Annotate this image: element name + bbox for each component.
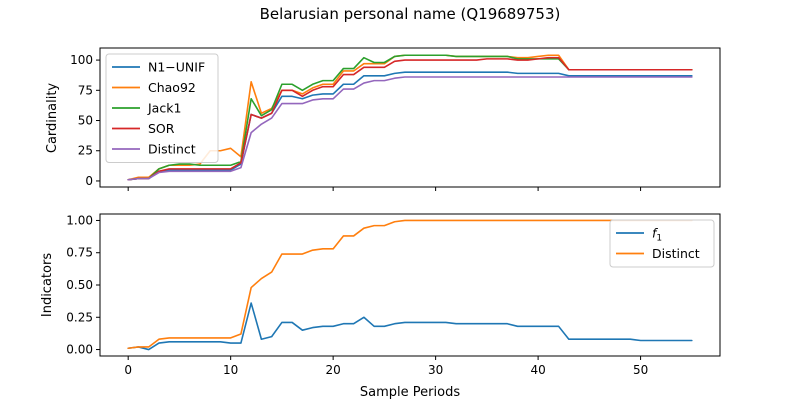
legend-label: Distinct [148,142,196,157]
y-tick-label: 50 [78,114,93,128]
x-axis-label: Sample Periods [360,385,460,400]
x-tick-label: 10 [223,363,238,377]
top-series-group [127,54,693,181]
top-legend: N1−UNIF Chao92 Jack1 SOR Distinct [105,53,219,163]
bottom-series-group [127,219,693,351]
y-tick-label: 0.50 [66,278,93,292]
series-line-distinct [127,219,693,350]
legend-label: Chao92 [148,80,196,95]
chart-title: Belarusian personal name (Q19689753) [260,5,561,23]
bottom-panel: 0.00 0.25 0.50 0.75 1.00 0 10 20 30 40 50 Indicat… [40,213,721,377]
legend-box [609,219,715,268]
series-line-distinct [127,76,693,181]
top-y-ticks: 0 25 50 75 100 [70,53,100,188]
legend-label: SOR [148,121,175,136]
legend-box [105,53,219,163]
top-x-ticks [127,187,642,191]
y-tick-label: 25 [78,144,93,158]
legend-label: N1−UNIF [148,60,205,75]
y-tick-label: 1.00 [66,213,93,227]
x-tick-label: 50 [633,363,648,377]
x-tick-label: 30 [428,363,443,377]
bottom-y-axis-label: Indicators [40,253,55,317]
x-tick-label: 0 [124,363,132,377]
y-tick-label: 0.00 [66,343,93,357]
y-tick-label: 0 [85,174,93,188]
bottom-x-ticks: 0 10 20 30 40 50 [124,356,648,377]
y-tick-label: 75 [78,83,93,97]
bottom-y-ticks: 0.00 0.25 0.50 0.75 1.00 [66,213,100,357]
top-plot-frame [99,47,721,188]
legend-label: Jack1 [147,101,181,116]
x-tick-label: 40 [530,363,545,377]
y-tick-label: 100 [70,53,93,67]
series-line-f1 [127,302,693,351]
bottom-legend: f1 Distinct [609,219,715,268]
top-y-axis-label: Cardinality [45,83,60,154]
legend-label: Distinct [652,246,700,261]
x-tick-label: 20 [325,363,340,377]
y-tick-label: 0.75 [66,246,93,260]
y-tick-label: 0.25 [66,310,93,324]
series-line-sor [127,56,693,181]
series-line-n1-unif [127,71,693,181]
top-panel: 0 25 50 75 100 Cardinality N1−UNIF Chao92 Jack… [45,47,721,191]
legend-label: f1 [652,226,662,244]
